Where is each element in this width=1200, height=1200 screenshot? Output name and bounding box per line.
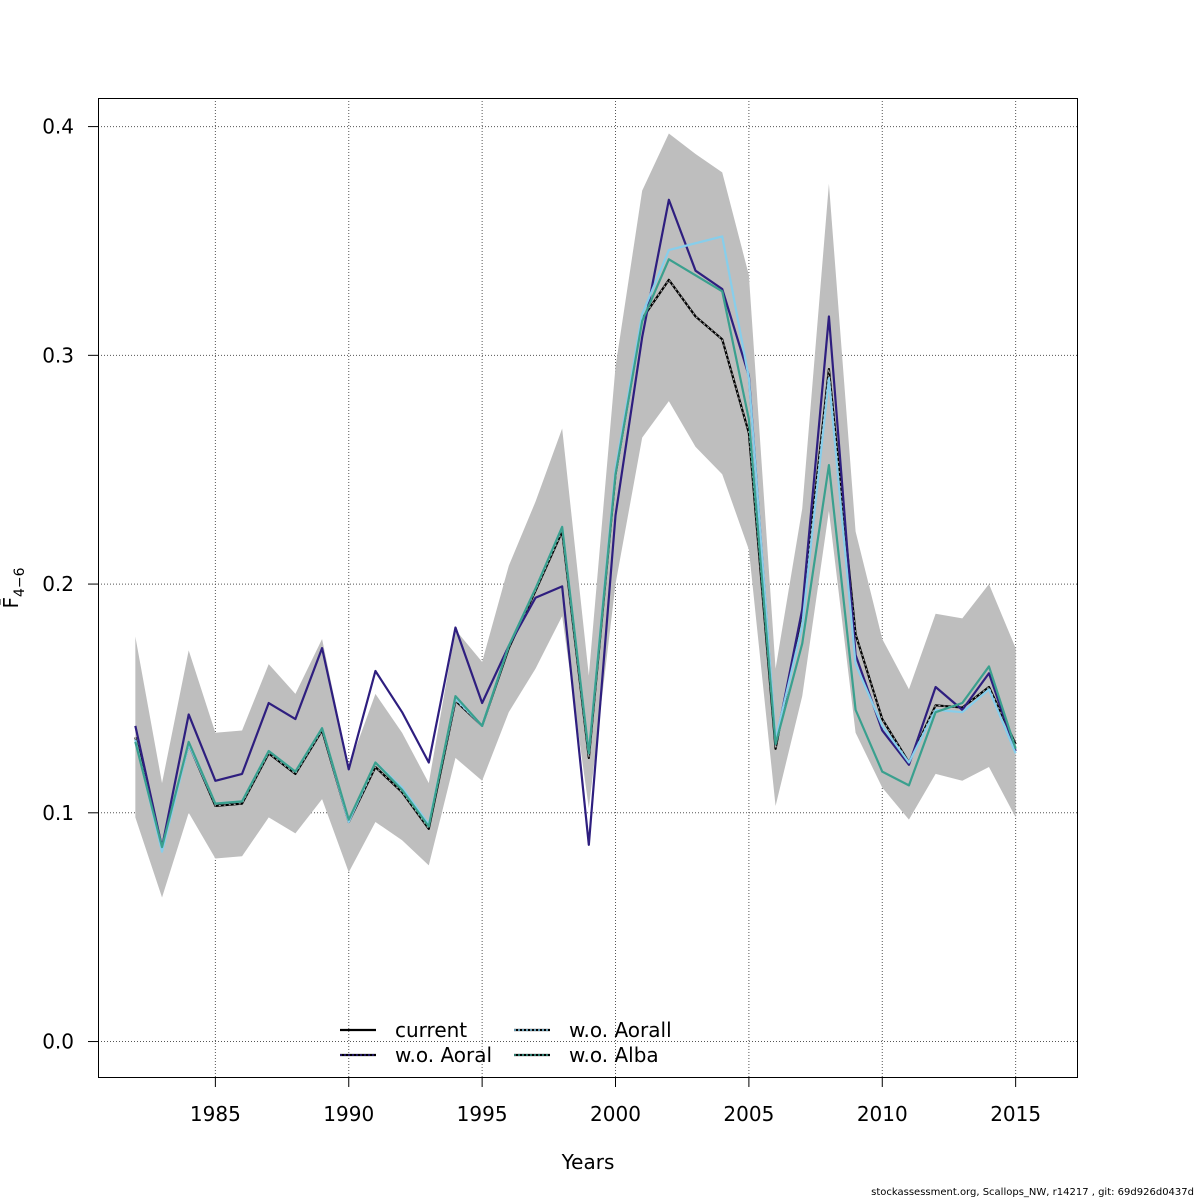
legend-label: w.o. Aorall [569,1018,672,1042]
x-tick-label: 2005 [723,1102,774,1126]
svg-text:F̄4−6: F̄4−6 [0,567,28,608]
x-tick-label: 2015 [990,1102,1041,1126]
y-tick-label: 0.0 [42,1030,74,1054]
y-tick-label: 0.2 [42,572,74,596]
y-tick-label: 0.3 [42,343,74,367]
y-tick-label: 0.4 [42,115,74,139]
y-axis: 0.0 0.1 0.2 0.3 0.4 [42,115,98,1054]
confidence-band [135,133,1016,898]
legend-label: w.o. Alba [569,1043,659,1067]
x-tick-label: 1990 [323,1102,374,1126]
plot-frame [98,98,1078,1078]
legend-label: w.o. Aoral [395,1043,492,1067]
x-axis: 1985 1990 1995 2000 2005 2010 2015 [190,1077,1041,1126]
y-tick-label: 0.1 [42,801,74,825]
x-tick-label: 2010 [857,1102,908,1126]
y-axis-title-sub: 4−6 [12,567,28,597]
series-line-3 [134,258,1017,849]
x-tick-label: 1995 [457,1102,508,1126]
grid [98,98,1077,1077]
y-axis-title-main: F̄ [0,597,23,609]
legend-label: current [395,1018,467,1042]
footer-credit: stockassessment.org, Scallops_NW, r14217… [871,1187,1194,1198]
x-tick-label: 2000 [590,1102,641,1126]
x-tick-label: 1985 [190,1102,241,1126]
series-lines [134,198,1017,853]
band-area [135,133,1016,898]
y-axis-title: F̄4−6 [0,567,28,608]
x-axis-title: Years [561,1150,615,1174]
